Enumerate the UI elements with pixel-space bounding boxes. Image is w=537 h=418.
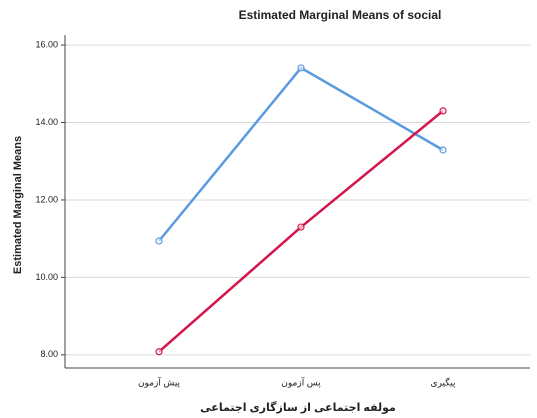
- y-tick-label: 12.00: [35, 194, 58, 204]
- point: [155, 348, 163, 356]
- y-axis-title: Estimated Marginal Means: [12, 136, 24, 274]
- x-tick-label: پیش آزمون: [138, 376, 181, 387]
- y-tick-label: 8.00: [40, 349, 58, 359]
- y-tick-label: 16.00: [35, 39, 58, 49]
- x-axis-title: مولفه اجتماعی از سازگاری اجتماعی: [200, 401, 396, 414]
- point: [439, 146, 447, 154]
- point: [439, 107, 447, 115]
- point: [155, 237, 163, 245]
- x-tick-label: پیگیری: [431, 376, 456, 387]
- point: [297, 64, 305, 72]
- x-tick-label: پس آزمون: [281, 376, 321, 387]
- y-tick-label: 14.00: [35, 117, 58, 127]
- point: [297, 223, 305, 231]
- y-tick-label: 10.00: [35, 272, 58, 282]
- chart-title: Estimated Marginal Means of social: [239, 8, 442, 22]
